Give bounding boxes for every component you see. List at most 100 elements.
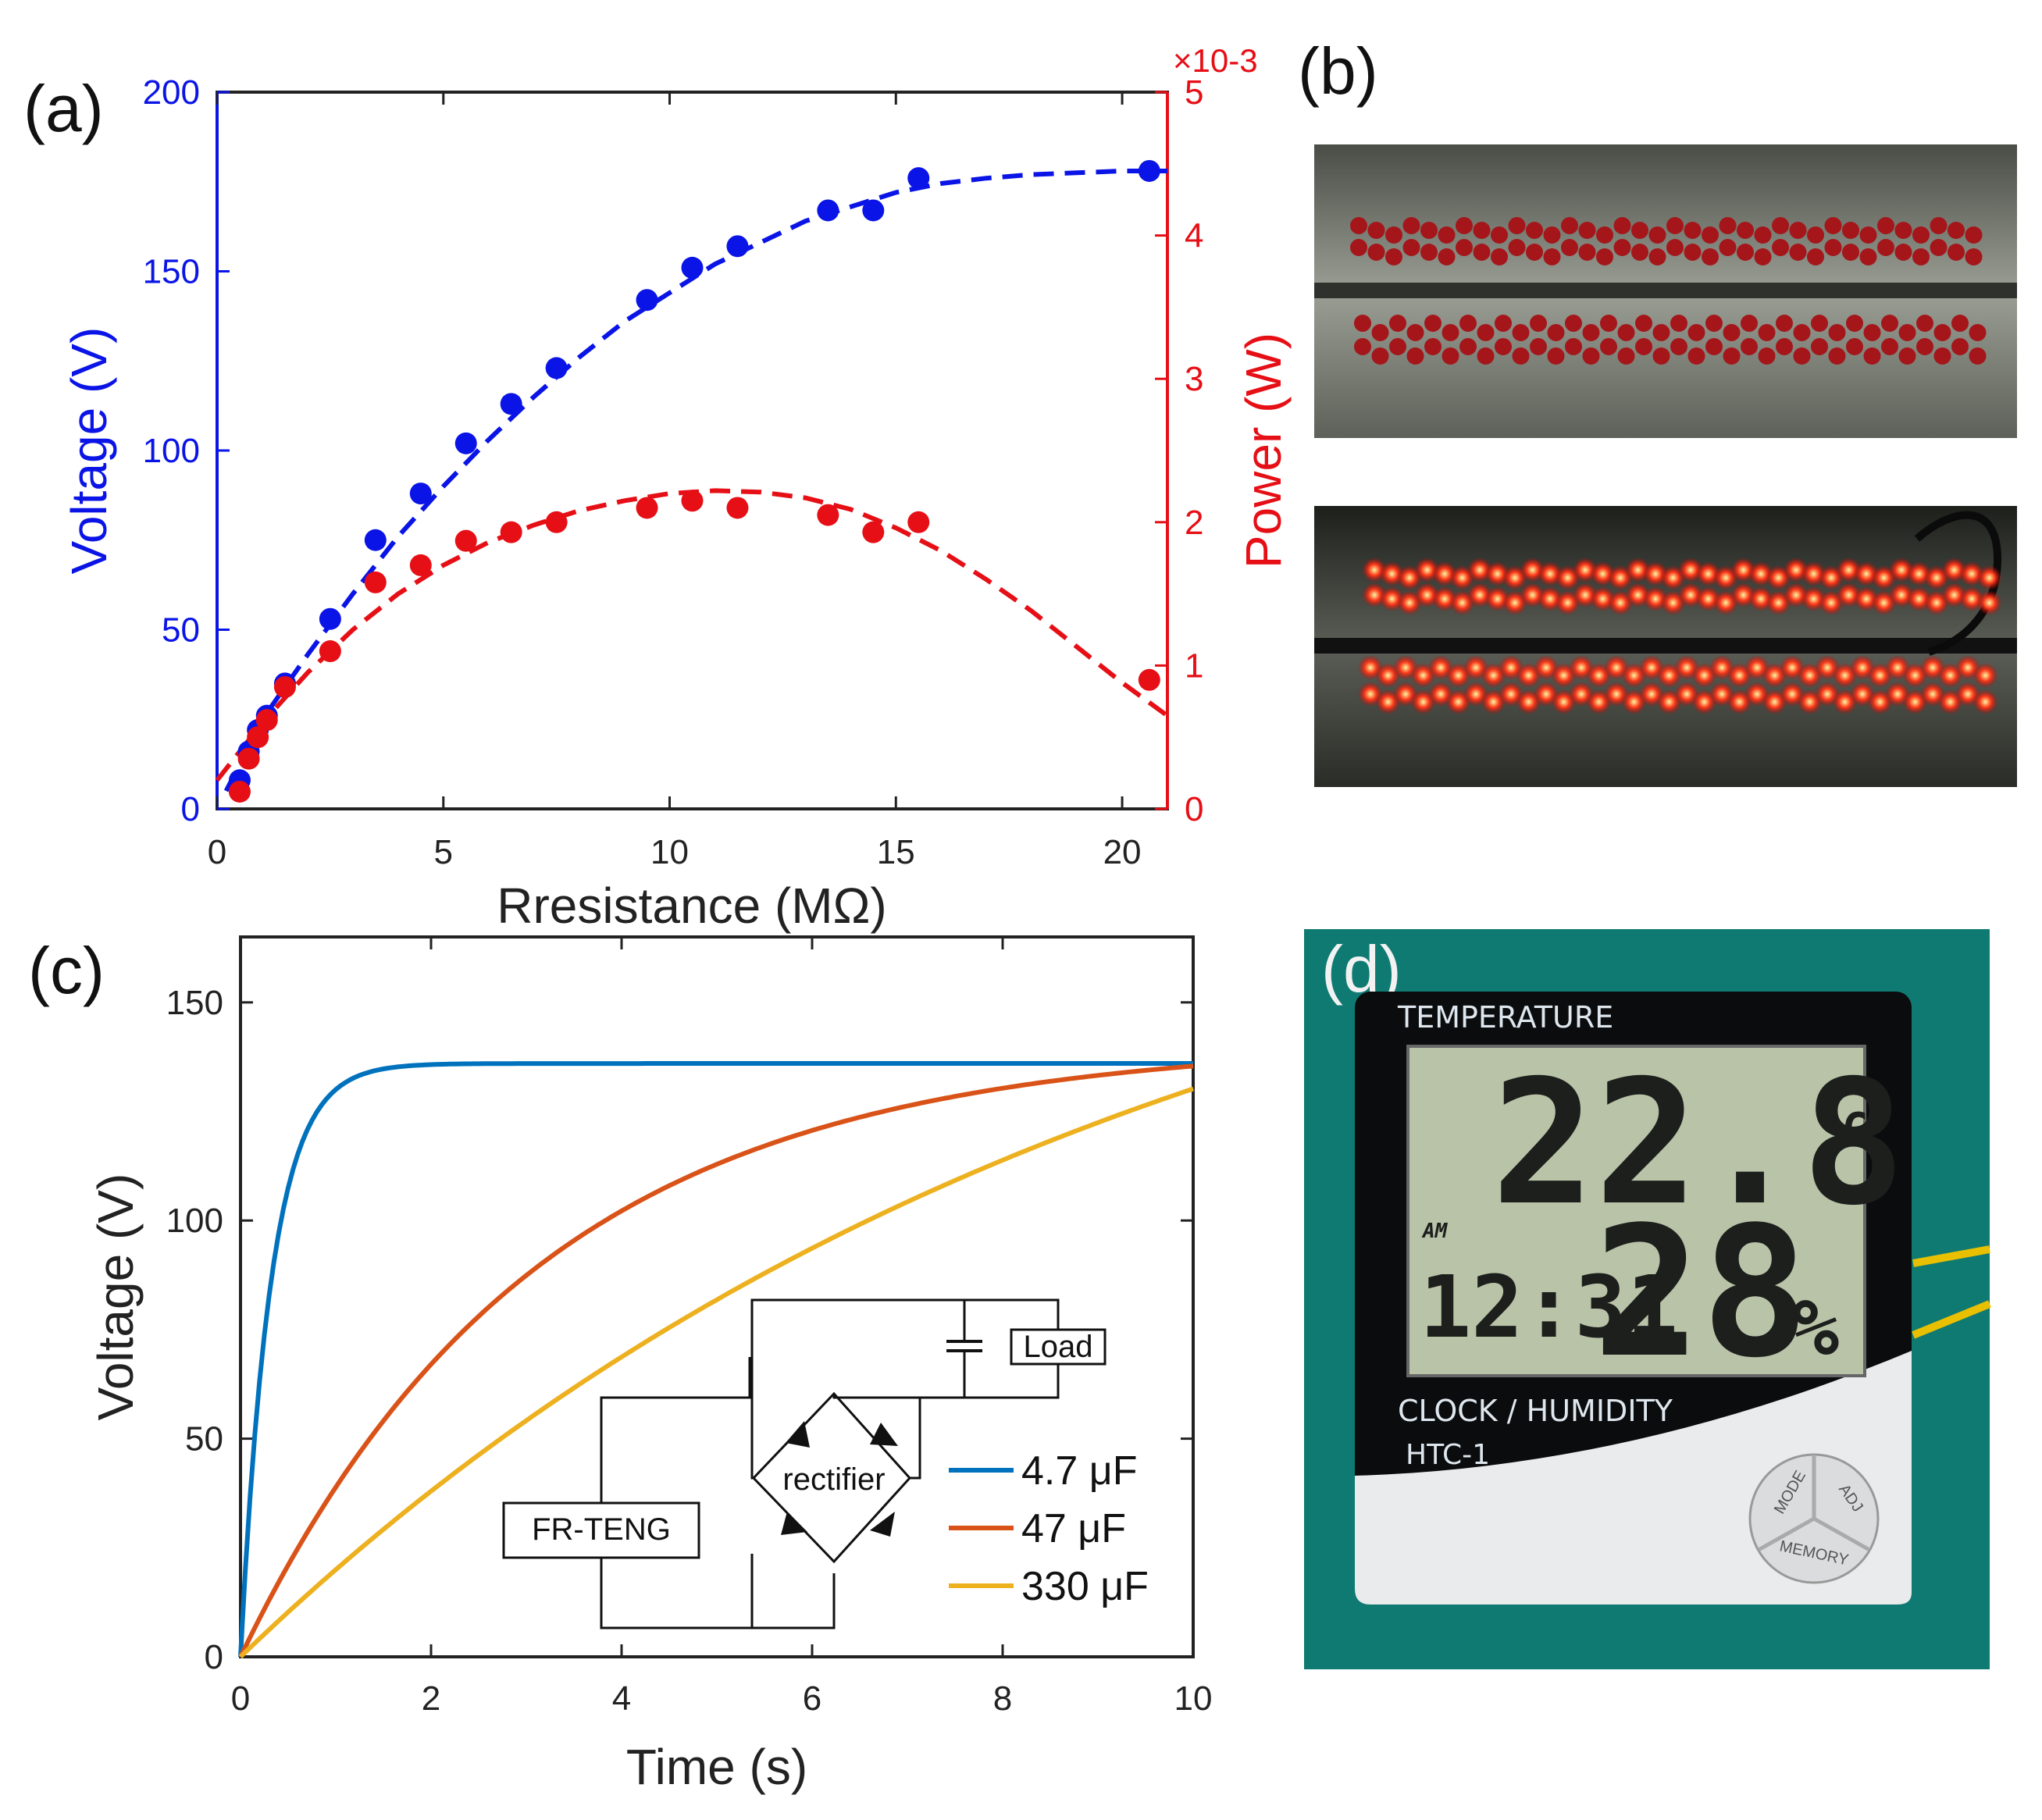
sensor-cable <box>1912 1245 1991 1339</box>
led-off <box>1877 239 1894 256</box>
point-power <box>862 521 885 543</box>
humidity-value: 28 <box>1593 1189 1809 1398</box>
led-off <box>1631 222 1648 239</box>
point-power <box>907 511 930 533</box>
point-power <box>726 497 749 519</box>
x-tick-label-a: 20 <box>1103 833 1142 871</box>
led-off <box>1670 315 1687 332</box>
led-off <box>1596 248 1613 265</box>
led-off <box>1565 315 1582 332</box>
led-off <box>1828 347 1846 365</box>
led-off <box>1807 226 1824 244</box>
led-off <box>1350 217 1367 234</box>
point-voltage <box>681 256 704 279</box>
led-off <box>1776 338 1793 355</box>
led-off <box>1863 347 1881 365</box>
x-tick-label-a: 10 <box>650 833 689 871</box>
led-off <box>1951 315 1969 332</box>
led-off <box>1596 226 1613 244</box>
led-off <box>1402 217 1420 234</box>
led-off <box>1859 226 1877 244</box>
point-voltage <box>1138 159 1160 182</box>
panel-b: (b) <box>1298 34 2017 787</box>
led-off <box>1648 226 1666 244</box>
x-tick-label-a: 0 <box>208 833 226 871</box>
led-off <box>1737 244 1754 261</box>
led-off <box>1702 226 1719 244</box>
led-off <box>1933 324 1951 341</box>
led-off <box>1600 315 1617 332</box>
led-off <box>1793 324 1811 341</box>
led-off <box>1406 347 1424 365</box>
led-off <box>1473 244 1491 261</box>
wire <box>1914 511 2002 656</box>
point-power <box>273 675 296 698</box>
led-off <box>1547 324 1565 341</box>
led-off <box>1543 248 1561 265</box>
wire-left-bottom <box>600 1558 752 1629</box>
led-off <box>1473 222 1491 239</box>
y-axis-title-left-a: Voltage (V) <box>61 327 117 575</box>
point-voltage <box>545 357 568 379</box>
led-off <box>1617 324 1635 341</box>
lcd-screen <box>1406 1045 1866 1377</box>
legend-label-1: 4.7 μF <box>1021 1448 1137 1494</box>
charging-curves <box>238 1061 1194 1659</box>
y-axis-title-c: Voltage (V) <box>87 1174 144 1421</box>
led-off <box>1424 315 1442 332</box>
led-off <box>1420 222 1438 239</box>
led-off <box>1789 222 1807 239</box>
led-off <box>1811 338 1828 355</box>
y-tick-label-left-a: 200 <box>143 73 200 112</box>
led-off <box>1635 315 1652 332</box>
y-tick-label-left-a: 100 <box>143 432 200 470</box>
led-off <box>1402 239 1420 256</box>
led-array-off <box>1350 217 1987 365</box>
led-off <box>1582 347 1600 365</box>
led-off <box>1491 226 1508 244</box>
led-off <box>1578 222 1596 239</box>
led-off <box>1719 217 1737 234</box>
led-off <box>1881 315 1898 332</box>
led-off <box>1702 248 1719 265</box>
plot-frame-c <box>239 935 1195 1658</box>
led-off <box>1776 315 1793 332</box>
wire-source-bottom <box>750 1554 836 1629</box>
led-off <box>1824 217 1842 234</box>
legend-c: 4.7 μF 47 μF 330 μF <box>949 1448 1149 1609</box>
led-off <box>1859 248 1877 265</box>
led-off <box>1912 226 1930 244</box>
led-off <box>1367 222 1385 239</box>
point-voltage <box>409 483 432 505</box>
y-tick-label-right-a: 5 <box>1185 73 1203 112</box>
led-off <box>1578 244 1596 261</box>
led-off <box>1561 239 1578 256</box>
led-off <box>1666 239 1684 256</box>
led-off <box>1631 244 1648 261</box>
clock-time: 12:31 <box>1420 1257 1678 1357</box>
led-off <box>1477 324 1495 341</box>
diode-3 <box>781 1512 807 1535</box>
led-off <box>1508 217 1526 234</box>
led-off <box>1648 248 1666 265</box>
y-axis-title-right-a: Power (W) <box>1235 333 1292 568</box>
fr-teng-label: FR-TENG <box>532 1512 671 1547</box>
x-tick-label-c: 6 <box>803 1679 821 1718</box>
x-tick-label-c: 4 <box>612 1679 631 1718</box>
led-off <box>1635 338 1652 355</box>
led-off <box>1530 315 1547 332</box>
led-array-on <box>1358 557 2002 714</box>
temperature-unit: °C <box>1816 1104 1868 1155</box>
led-off <box>1828 324 1846 341</box>
led-board-on-divider <box>1314 638 2017 654</box>
led-off <box>1354 338 1371 355</box>
led-off <box>1652 347 1670 365</box>
led-off <box>1508 239 1526 256</box>
point-voltage <box>817 199 839 222</box>
led-off <box>1965 248 1983 265</box>
led-off <box>1793 347 1811 365</box>
legend-label-3: 330 μF <box>1021 1564 1149 1609</box>
led-off <box>1723 347 1741 365</box>
led-off <box>1965 226 1983 244</box>
